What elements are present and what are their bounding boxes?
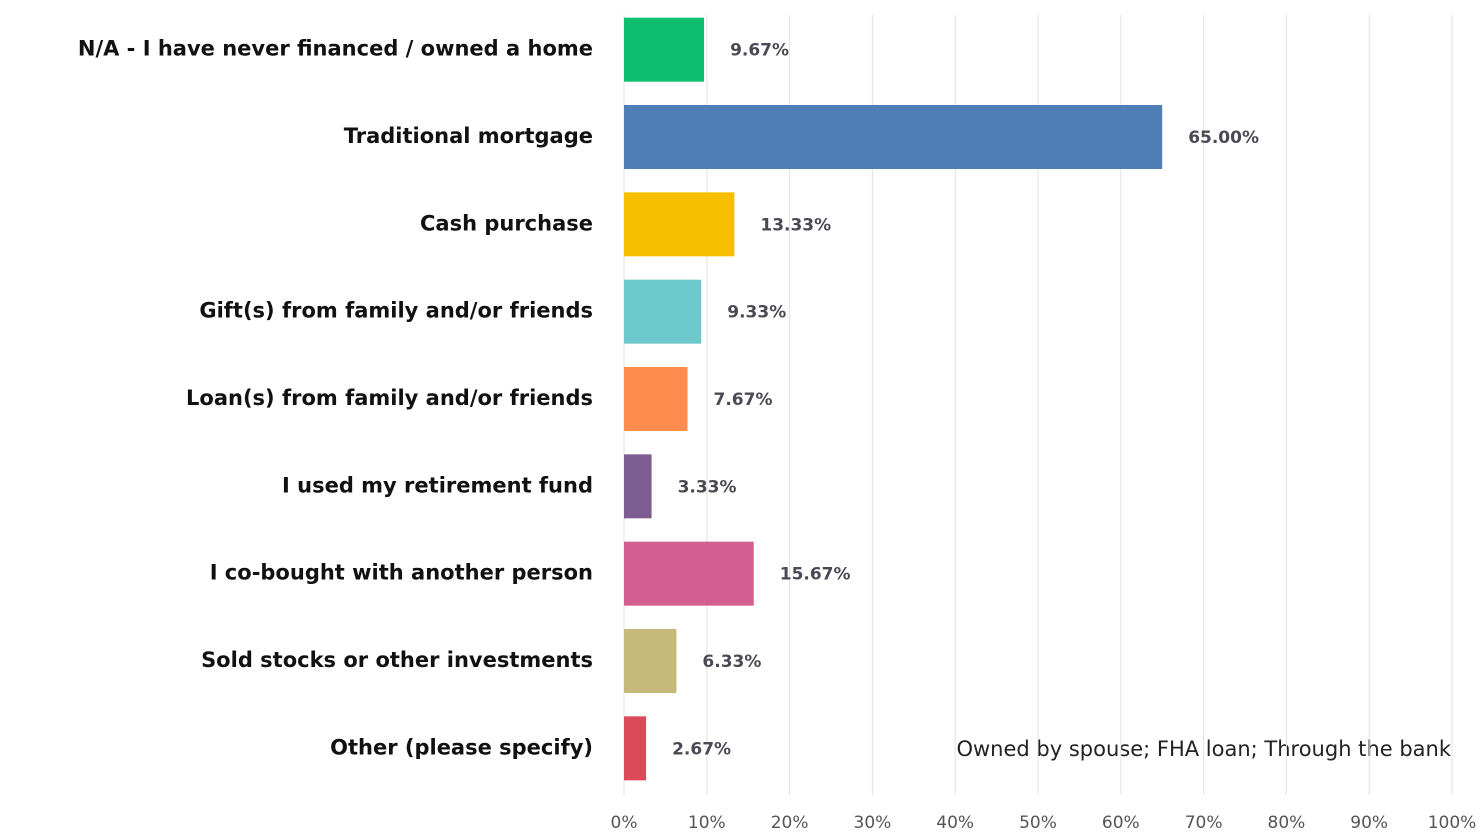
- bar: [624, 454, 652, 519]
- x-tick-label: 10%: [688, 813, 726, 833]
- category-label: Other (please specify): [330, 735, 593, 759]
- bar: [624, 541, 754, 606]
- category-label: Loan(s) from family and/or friends: [186, 386, 593, 410]
- value-label: 3.33%: [678, 477, 737, 497]
- x-tick-label: 20%: [771, 813, 809, 833]
- category-label: Gift(s) from family and/or friends: [199, 299, 593, 323]
- x-tick-label: 50%: [1019, 813, 1057, 833]
- value-label: 13.33%: [760, 215, 831, 235]
- category-label: N/A - I have never financed / owned a ho…: [78, 37, 593, 61]
- bar: [624, 716, 647, 781]
- x-tick-label: 30%: [854, 813, 892, 833]
- value-label: 2.67%: [672, 739, 731, 759]
- bar: [624, 367, 688, 431]
- bar: [624, 629, 677, 693]
- category-label: I used my retirement fund: [282, 473, 593, 497]
- category-label: I co-bought with another person: [210, 561, 593, 585]
- value-label: 9.33%: [727, 303, 786, 323]
- bar: [624, 105, 1163, 169]
- x-tick-label: 90%: [1350, 813, 1388, 833]
- x-tick-label: 40%: [936, 813, 974, 833]
- x-tick-label: 80%: [1268, 813, 1306, 833]
- annotation: Owned by spouse; FHA loan; Through the b…: [956, 737, 1451, 761]
- x-tick-label: 70%: [1185, 813, 1223, 833]
- category-label: Traditional mortgage: [344, 124, 593, 148]
- value-label: 65.00%: [1188, 128, 1259, 148]
- category-label: Cash purchase: [420, 211, 593, 235]
- x-tick-label: 0%: [611, 813, 638, 833]
- value-label: 6.33%: [702, 652, 761, 672]
- bar: [624, 279, 702, 344]
- value-label: 7.67%: [714, 390, 773, 410]
- category-label: Sold stocks or other investments: [201, 648, 593, 672]
- x-tick-label: 100%: [1428, 813, 1477, 833]
- bar: [624, 17, 705, 82]
- value-label: 9.67%: [730, 41, 789, 61]
- value-label: 15.67%: [780, 565, 851, 585]
- x-tick-label: 60%: [1102, 813, 1140, 833]
- bar: [624, 192, 735, 257]
